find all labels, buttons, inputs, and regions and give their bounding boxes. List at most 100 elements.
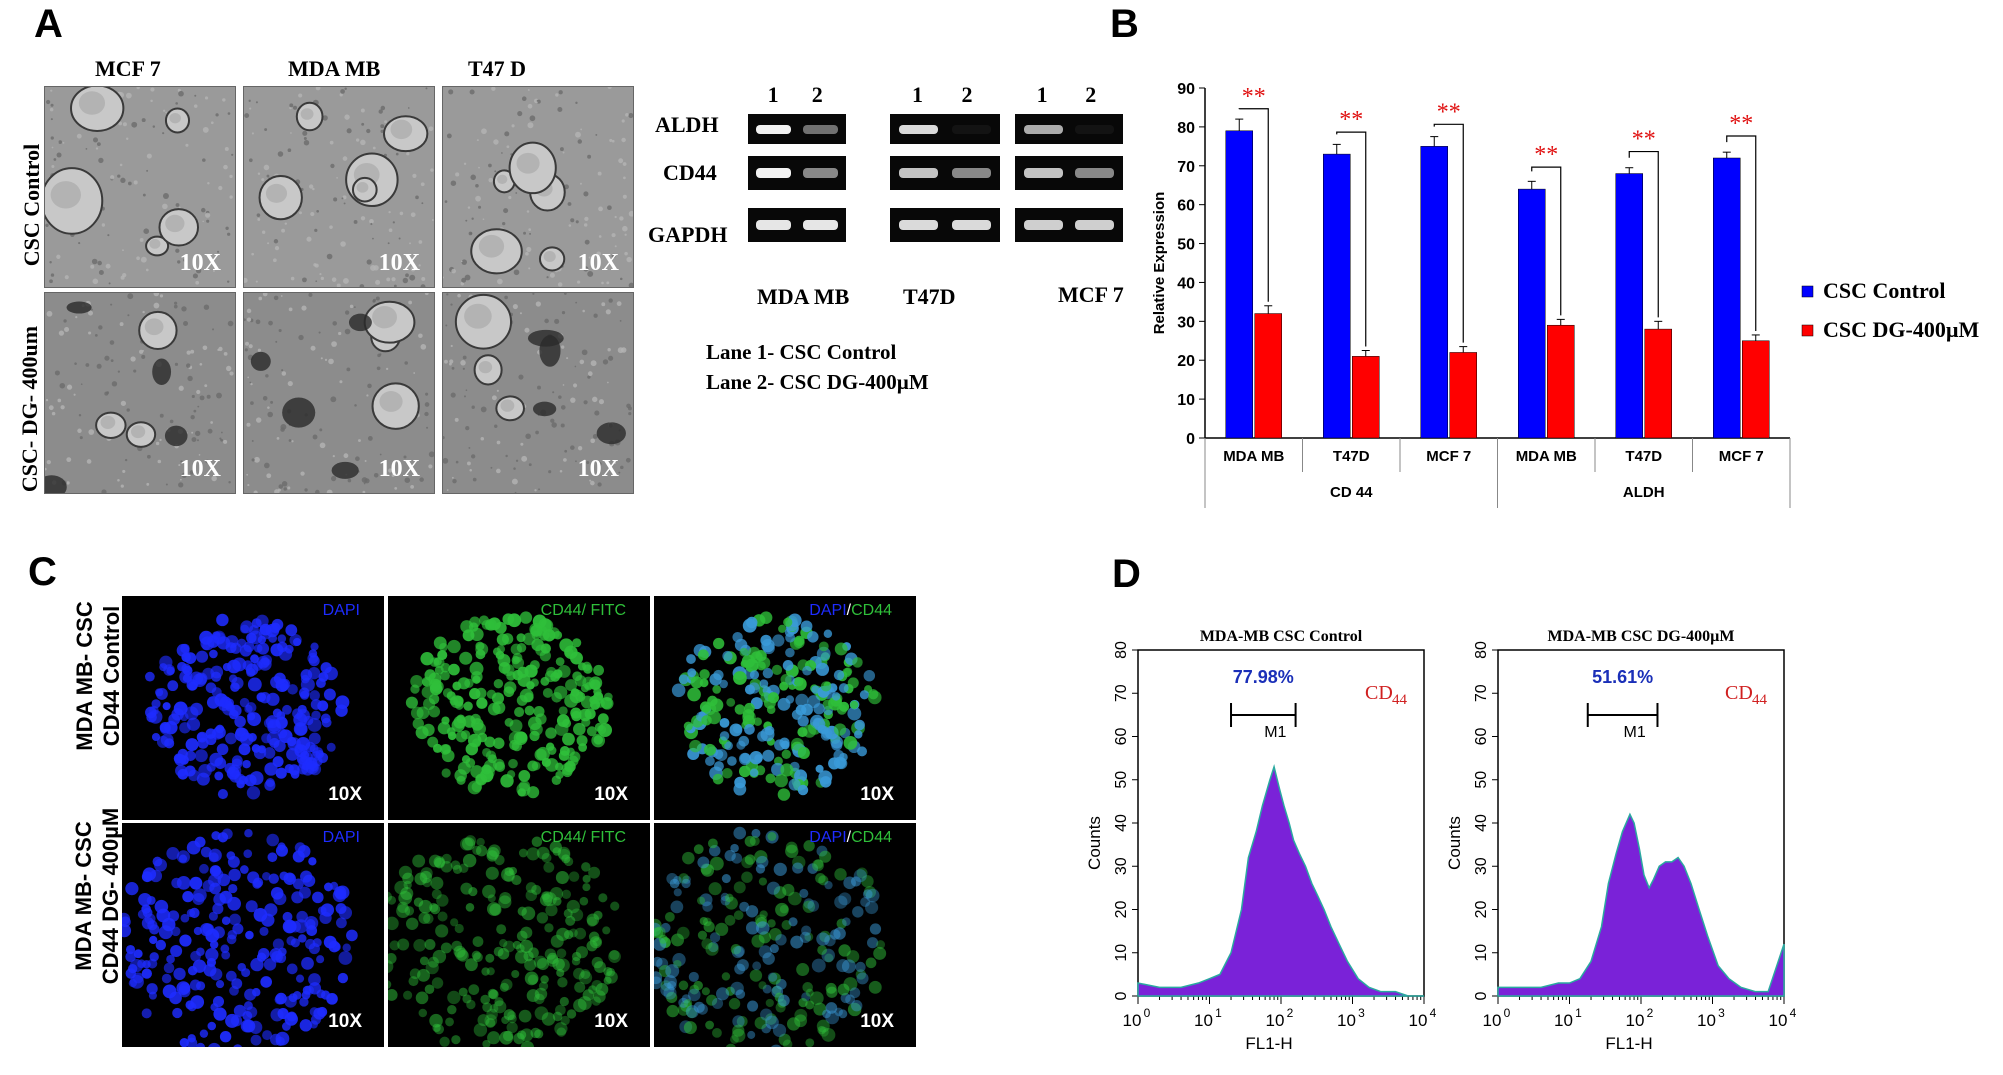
hist-dg-title: MDA-MB CSC DG-400µM <box>1548 628 1735 645</box>
y-tick-label: 20 <box>1177 353 1195 370</box>
hist-control-histogram-area <box>1137 764 1424 997</box>
gel-label-aldh: ALDH <box>655 112 719 137</box>
fluorescence-mag-fitc-dg: 10X <box>594 1011 628 1032</box>
micrograph-mag-mcf7-dg: 10X <box>179 456 221 482</box>
hist-dg-x-tick-label: 10 <box>1554 1011 1573 1030</box>
fluorescence-channel-label-merge-dg: DAPI/CD44 <box>809 829 892 847</box>
fluorescence-merge-control: DAPI/CD44 10X <box>654 596 916 820</box>
hist-dg-y-tick-label: 0 <box>1473 991 1490 1000</box>
fluo-row-label-dg: MDA MB- CSC CD44 DG- 400µM <box>70 780 130 1012</box>
gel-t47d-row-3 <box>890 208 1000 242</box>
group-label: ALDH <box>1623 484 1665 501</box>
gel-band <box>1023 124 1063 134</box>
fluorescence-merge-dg: DAPI/CD44 10X <box>654 823 916 1047</box>
panel-a-letter: A <box>34 2 63 46</box>
hist-dg-x-tick-exponent: 0 <box>1504 1006 1511 1020</box>
y-tick-label: 90 <box>1177 81 1195 98</box>
hist-control-x-tick-label: 10 <box>1409 1011 1428 1030</box>
hist-control-x-tick-exponent: 1 <box>1215 1006 1222 1020</box>
hist-control-y-tick-label: 0 <box>1113 991 1130 1000</box>
y-tick-label: 80 <box>1177 120 1195 137</box>
gel-band <box>1023 219 1063 231</box>
hist-dg-x-tick-exponent: 1 <box>1575 1006 1582 1020</box>
gel-group-mcf7: MCF 7 <box>1058 282 1124 307</box>
hist-dg-x-tick-exponent: 3 <box>1718 1006 1725 1020</box>
hist-dg-x-tick-exponent: 4 <box>1790 1006 1797 1020</box>
x-tick-label: MDA MB <box>1516 448 1577 465</box>
y-tick-label: 50 <box>1177 237 1195 254</box>
x-tick-label: MCF 7 <box>1719 448 1764 465</box>
merge-cd44-text: CD44 <box>851 602 892 619</box>
hist-dg-y-tick-label: 70 <box>1473 684 1490 702</box>
fluo-row-label-control-line2: CD44 Control <box>99 605 124 747</box>
hist-dg-x-tick-label: 10 <box>1769 1011 1788 1030</box>
fluo-row-label-dg-line1: MDA MB- CSC <box>71 821 96 971</box>
micrograph-mag-mdamb-dg: 10X <box>378 456 420 482</box>
gel-mcf7-row-2 <box>1015 156 1123 190</box>
micrograph-mdamb-control: 10X <box>243 86 435 288</box>
gel-label-cd44: CD44 <box>663 160 717 185</box>
lane-number-mdamb-1: 1 <box>767 82 779 107</box>
fluo-row-label-control: MDA MB- CSC CD44 Control <box>71 571 131 781</box>
fluorescence-mag-fitc-control: 10X <box>594 784 628 805</box>
y-axis-label: Relative Expression <box>1151 192 1168 335</box>
significance-stars: ** <box>1437 99 1461 125</box>
bar <box>1323 153 1351 439</box>
lane-number-mdamb-2: 2 <box>811 82 823 107</box>
lane-number-mcf7-1: 1 <box>1036 82 1048 107</box>
legend-swatch <box>1801 324 1814 337</box>
fluorescence-channel-label-fitc-dg: CD44/ FITC <box>540 829 626 846</box>
x-tick-label: MCF 7 <box>1426 448 1471 465</box>
legend-label: CSC DG-400µM <box>1823 317 1980 342</box>
hist-control-x-tick-exponent: 3 <box>1358 1006 1365 1020</box>
lane-number-t47d-2: 2 <box>961 82 973 107</box>
hist-control-marker-name: CD <box>1365 682 1393 704</box>
fluorescence-mag-merge-dg: 10X <box>860 1011 894 1032</box>
hist-dg-y-tick-label: 80 <box>1473 641 1490 659</box>
hist-dg-x-axis-label: FL1-H <box>1605 1034 1652 1053</box>
bar <box>1420 146 1448 439</box>
fluorescence-fitc-dg: CD44/ FITC 10X <box>388 823 650 1047</box>
hist-control-x-tick-exponent: 2 <box>1287 1006 1294 1020</box>
hist-control-y-axis-label: Counts <box>1085 816 1104 870</box>
gel-t47d-row-1 <box>890 114 1000 144</box>
y-tick-label: 0 <box>1186 431 1195 448</box>
panel-c-letter: C <box>28 550 57 594</box>
fluo-row-label-dg-line2: CD44 DG- 400µM <box>98 807 123 985</box>
micrograph-mcf7-dg: 10X <box>44 292 236 494</box>
gel-band <box>1075 167 1115 179</box>
gel-t47d-row-2 <box>890 156 1000 190</box>
micrograph-mag-t47d-dg: 10X <box>577 456 619 482</box>
micrograph-mag-t47d-control: 10X <box>577 250 619 276</box>
hist-dg-y-tick-label: 40 <box>1473 814 1490 832</box>
gel-mdamb-row-2 <box>748 156 846 190</box>
gel-band <box>1075 219 1115 231</box>
merge-dapi-text: DAPI <box>809 602 847 619</box>
bar <box>1742 340 1770 439</box>
row-label-csc-control: CSC Control <box>19 143 44 267</box>
bar <box>1644 328 1672 439</box>
gel-band <box>755 219 792 231</box>
hist-control-x-axis-label: FL1-H <box>1245 1034 1292 1053</box>
fluorescence-channel-label-dapi-dg: DAPI <box>322 829 360 846</box>
legend-label: CSC Control <box>1823 278 1945 303</box>
merge-separator: / <box>846 829 852 846</box>
gel-band <box>755 167 792 179</box>
legend-swatch <box>1801 285 1814 298</box>
hist-control-y-tick-label: 30 <box>1113 857 1130 875</box>
col-label-mdamb: MDA MB <box>288 56 381 81</box>
gel-band <box>951 124 992 134</box>
micrograph-t47d-dg: 10X <box>442 292 634 494</box>
bar <box>1449 352 1477 439</box>
significance-stars: ** <box>1729 111 1753 137</box>
panel-d-letter: D <box>1112 552 1141 596</box>
significance-bracket <box>1433 123 1464 343</box>
fluorescence-channel-label-dapi-control: DAPI <box>322 602 360 619</box>
hist-dg-y-tick-label: 30 <box>1473 857 1490 875</box>
lane-number-mcf7-2: 2 <box>1085 82 1097 107</box>
significance-stars: ** <box>1534 142 1558 168</box>
hist-dg-x-tick-label: 10 <box>1483 1011 1502 1030</box>
fluo-row-label-control-line1: MDA MB- CSC <box>72 601 97 751</box>
gel-mdamb-row-1 <box>748 114 846 144</box>
hist-dg-y-tick-label: 60 <box>1473 728 1490 746</box>
